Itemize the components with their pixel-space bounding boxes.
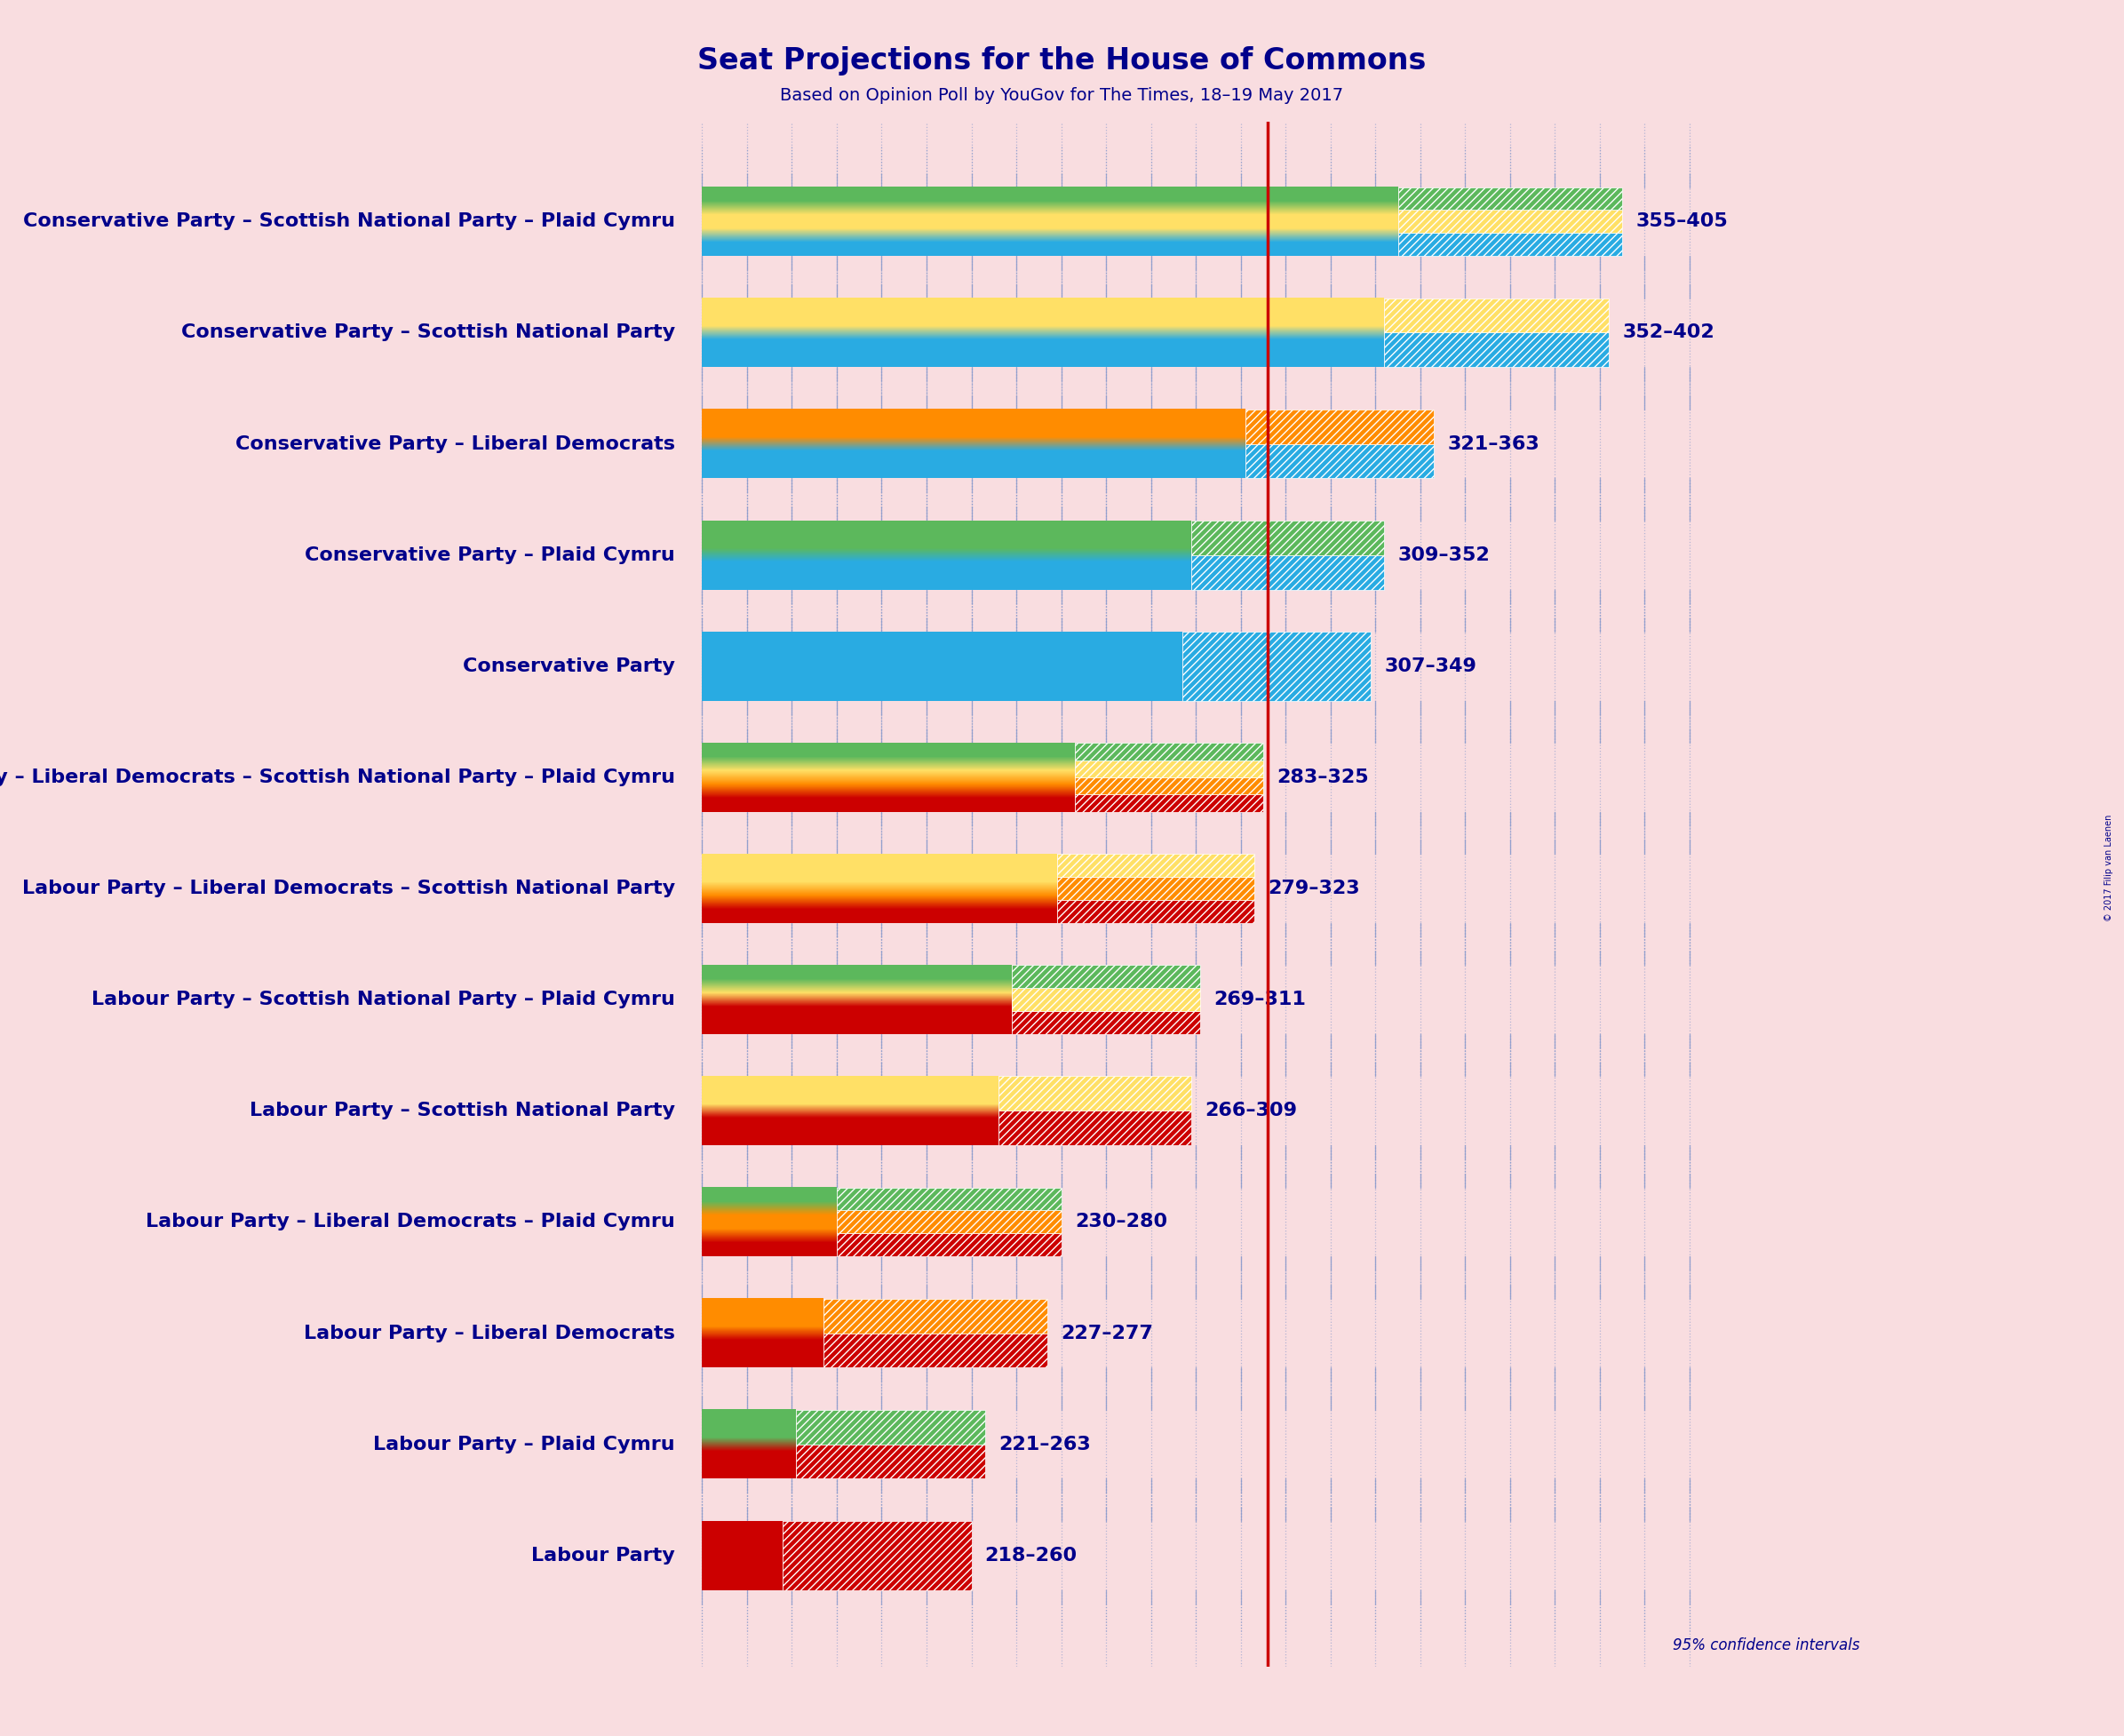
Bar — [1385, 333, 1608, 368]
Bar — [1192, 521, 1385, 556]
Bar — [796, 1444, 986, 1479]
Text: 283–325: 283–325 — [1277, 769, 1368, 786]
Bar — [1398, 210, 1623, 233]
Text: Conservative Party – Scottish National Party: Conservative Party – Scottish National P… — [181, 325, 675, 342]
Bar — [837, 1210, 1062, 1234]
Bar — [1398, 187, 1623, 210]
Text: 355–405: 355–405 — [1635, 214, 1729, 231]
Text: 221–263: 221–263 — [998, 1436, 1090, 1453]
Text: Conservative Party – Scottish National Party – Plaid Cymru: Conservative Party – Scottish National P… — [23, 214, 675, 231]
Text: Labour Party – Liberal Democrats – Scottish National Party: Labour Party – Liberal Democrats – Scott… — [21, 880, 675, 898]
Text: 227–277: 227–277 — [1062, 1325, 1153, 1342]
Bar — [1183, 632, 1370, 701]
Text: Labour Party – Liberal Democrats – Plaid Cymru: Labour Party – Liberal Democrats – Plaid… — [147, 1213, 675, 1231]
Bar — [1245, 444, 1434, 479]
Text: 269–311: 269–311 — [1213, 991, 1306, 1009]
Text: 352–402: 352–402 — [1623, 325, 1714, 342]
Bar — [796, 1410, 986, 1444]
Bar — [1245, 410, 1434, 444]
Bar — [1058, 877, 1253, 899]
Text: Conservative Party: Conservative Party — [463, 658, 675, 675]
Bar — [1398, 233, 1623, 255]
Bar — [998, 1076, 1192, 1111]
Text: 279–323: 279–323 — [1268, 880, 1359, 898]
Text: Conservative Party – Plaid Cymru: Conservative Party – Plaid Cymru — [306, 547, 675, 564]
Bar — [1075, 795, 1264, 812]
Text: Based on Opinion Poll by YouGov for The Times, 18–19 May 2017: Based on Opinion Poll by YouGov for The … — [780, 87, 1344, 104]
Text: 230–280: 230–280 — [1075, 1213, 1168, 1231]
Bar — [824, 1333, 1047, 1368]
Bar — [824, 1299, 1047, 1333]
Bar — [1075, 778, 1264, 795]
Bar — [1011, 1010, 1200, 1035]
Bar — [1075, 743, 1264, 760]
Text: Labour Party – Plaid Cymru: Labour Party – Plaid Cymru — [374, 1436, 675, 1453]
Text: 307–349: 307–349 — [1385, 658, 1476, 675]
Text: Labour Party: Labour Party — [531, 1547, 675, 1564]
Text: Conservative Party – Liberal Democrats: Conservative Party – Liberal Democrats — [236, 436, 675, 453]
Bar — [1385, 299, 1608, 333]
Text: 218–260: 218–260 — [986, 1547, 1077, 1564]
Bar — [1058, 899, 1253, 924]
Bar — [837, 1187, 1062, 1210]
Text: 95% confidence intervals: 95% confidence intervals — [1674, 1637, 1861, 1653]
Bar — [837, 1234, 1062, 1257]
Text: Labour Party – Scottish National Party: Labour Party – Scottish National Party — [251, 1102, 675, 1120]
Bar — [1011, 988, 1200, 1010]
Text: Seat Projections for the House of Commons: Seat Projections for the House of Common… — [697, 47, 1427, 75]
Text: Labour Party – Liberal Democrats: Labour Party – Liberal Democrats — [304, 1325, 675, 1342]
Text: 321–363: 321–363 — [1446, 436, 1540, 453]
Bar — [1075, 760, 1264, 778]
Text: 266–309: 266–309 — [1204, 1102, 1298, 1120]
Bar — [998, 1111, 1192, 1146]
Text: © 2017 Filip van Laenen: © 2017 Filip van Laenen — [2105, 814, 2113, 922]
Bar — [1011, 965, 1200, 988]
Text: Labour Party – Scottish National Party – Plaid Cymru: Labour Party – Scottish National Party –… — [91, 991, 675, 1009]
Bar — [1192, 556, 1385, 590]
Bar — [1058, 854, 1253, 877]
Bar — [784, 1521, 971, 1590]
Text: 309–352: 309–352 — [1398, 547, 1491, 564]
Text: Labour Party – Liberal Democrats – Scottish National Party – Plaid Cymru: Labour Party – Liberal Democrats – Scott… — [0, 769, 675, 786]
